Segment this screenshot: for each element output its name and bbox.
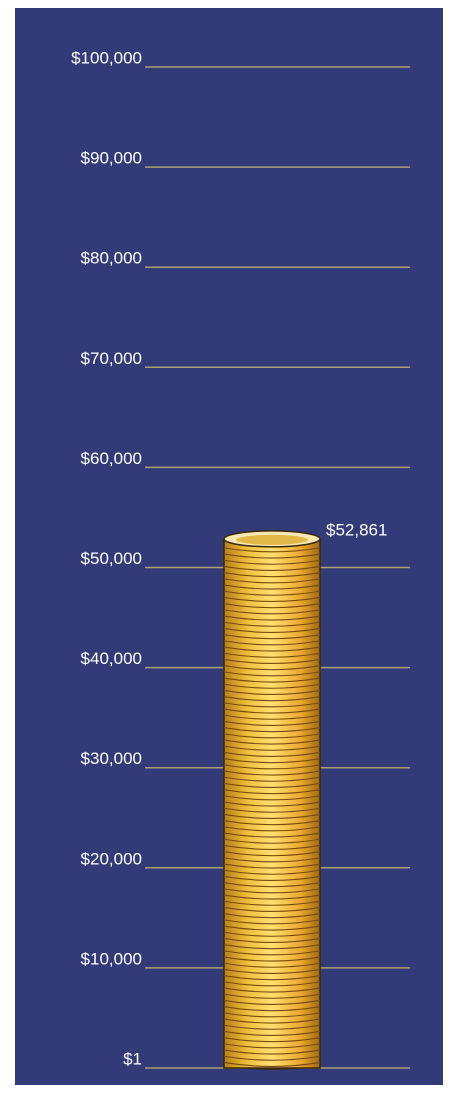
coin-edge xyxy=(223,1043,321,1049)
coin-edge xyxy=(223,764,321,770)
coin-edge xyxy=(223,913,321,919)
coin-edge xyxy=(223,820,321,826)
coin-edge xyxy=(223,987,321,993)
coin-edge xyxy=(223,931,321,937)
coin-edge xyxy=(223,993,321,999)
coin-edge xyxy=(223,615,321,621)
coin-edge xyxy=(223,838,321,844)
coin-edge xyxy=(223,851,321,857)
coin-edge xyxy=(223,999,321,1006)
coin-edge xyxy=(223,863,321,869)
coin-edge xyxy=(223,751,321,758)
coin-edge xyxy=(223,714,321,720)
coin-edge xyxy=(223,553,321,559)
coin-stack xyxy=(223,530,321,1070)
y-tick-label: $30,000 xyxy=(81,749,142,768)
coin-edge xyxy=(223,627,321,634)
coin-edge xyxy=(223,1018,321,1024)
coin-edge xyxy=(223,1012,321,1018)
coin-edge xyxy=(223,739,321,745)
coin-edge xyxy=(223,696,321,702)
coin-edge xyxy=(223,1055,321,1061)
coin-edge xyxy=(223,789,321,795)
coin-edge xyxy=(223,795,321,801)
coin-edge xyxy=(223,975,321,981)
coin-edge xyxy=(223,1061,321,1068)
coin-edge xyxy=(223,596,321,603)
coin-edge xyxy=(223,937,321,944)
coin-edge xyxy=(223,559,321,565)
y-tick-label: $1 xyxy=(123,1049,142,1068)
coin-edge xyxy=(223,565,321,572)
coin-edge xyxy=(223,708,321,714)
y-tick-label: $90,000 xyxy=(81,149,142,168)
coin-face xyxy=(236,534,308,545)
coin-edge xyxy=(223,547,321,553)
y-tick-label: $20,000 xyxy=(81,849,142,868)
coin-edge xyxy=(223,801,321,807)
coin-edge xyxy=(223,702,321,708)
y-tick-label: $40,000 xyxy=(81,649,142,668)
coin-edge xyxy=(223,875,321,882)
coin-edge xyxy=(223,1030,321,1037)
coin-edge xyxy=(223,758,321,764)
coin-edge xyxy=(223,968,321,975)
coin-edge xyxy=(223,652,321,658)
coin-edge xyxy=(223,621,321,627)
y-tick-label: $10,000 xyxy=(81,949,142,968)
coin-edge xyxy=(223,658,321,665)
coin-edge xyxy=(223,720,321,727)
coin-edge xyxy=(223,813,321,820)
coin-edge xyxy=(223,944,321,950)
coin-edge xyxy=(223,906,321,913)
coin-edge xyxy=(223,844,321,851)
coin-edge xyxy=(223,832,321,838)
coin-edge xyxy=(223,882,321,888)
coin-edge xyxy=(223,733,321,739)
coin-edge xyxy=(223,646,321,652)
coin-edge xyxy=(223,689,321,696)
coin-edge xyxy=(223,609,321,615)
coin-edge xyxy=(223,956,321,962)
coin-edge xyxy=(223,640,321,646)
coin-edge xyxy=(223,869,321,875)
coin-edge xyxy=(223,1037,321,1043)
coin-edge xyxy=(223,1006,321,1012)
coin-edge xyxy=(223,919,321,925)
coin-edge xyxy=(223,900,321,906)
y-tick-label: $80,000 xyxy=(81,249,142,268)
coin-edge xyxy=(223,770,321,776)
coin-edge xyxy=(223,578,321,584)
y-tick-label: $60,000 xyxy=(81,449,142,468)
coin-edge xyxy=(223,665,321,671)
y-tick-label: $70,000 xyxy=(81,349,142,368)
coin-edge xyxy=(223,782,321,789)
coin-edge xyxy=(223,727,321,733)
coin-edge xyxy=(223,1049,321,1055)
coin-edge xyxy=(223,962,321,968)
y-tick-label: $100,000 xyxy=(71,48,142,67)
coin-edge xyxy=(223,894,321,900)
coin-edge xyxy=(223,857,321,863)
coin-edge xyxy=(223,671,321,677)
coin-edge xyxy=(223,981,321,987)
coin-edge xyxy=(223,807,321,813)
coin-edge xyxy=(223,677,321,683)
coin-edge xyxy=(223,888,321,894)
coin-edge xyxy=(223,776,321,782)
coin-edge xyxy=(223,572,321,578)
coin-edge xyxy=(223,634,321,640)
coin-edge xyxy=(223,1024,321,1030)
coin-edge xyxy=(223,826,321,832)
coin-edge xyxy=(223,683,321,689)
value-label: $52,861 xyxy=(326,520,387,539)
coin-edge xyxy=(223,950,321,956)
y-tick-label: $50,000 xyxy=(81,549,142,568)
coin-edge xyxy=(223,603,321,609)
coin-edge xyxy=(223,925,321,931)
coin-edge xyxy=(223,590,321,596)
coin-edge xyxy=(223,745,321,751)
coin-edge xyxy=(223,584,321,590)
